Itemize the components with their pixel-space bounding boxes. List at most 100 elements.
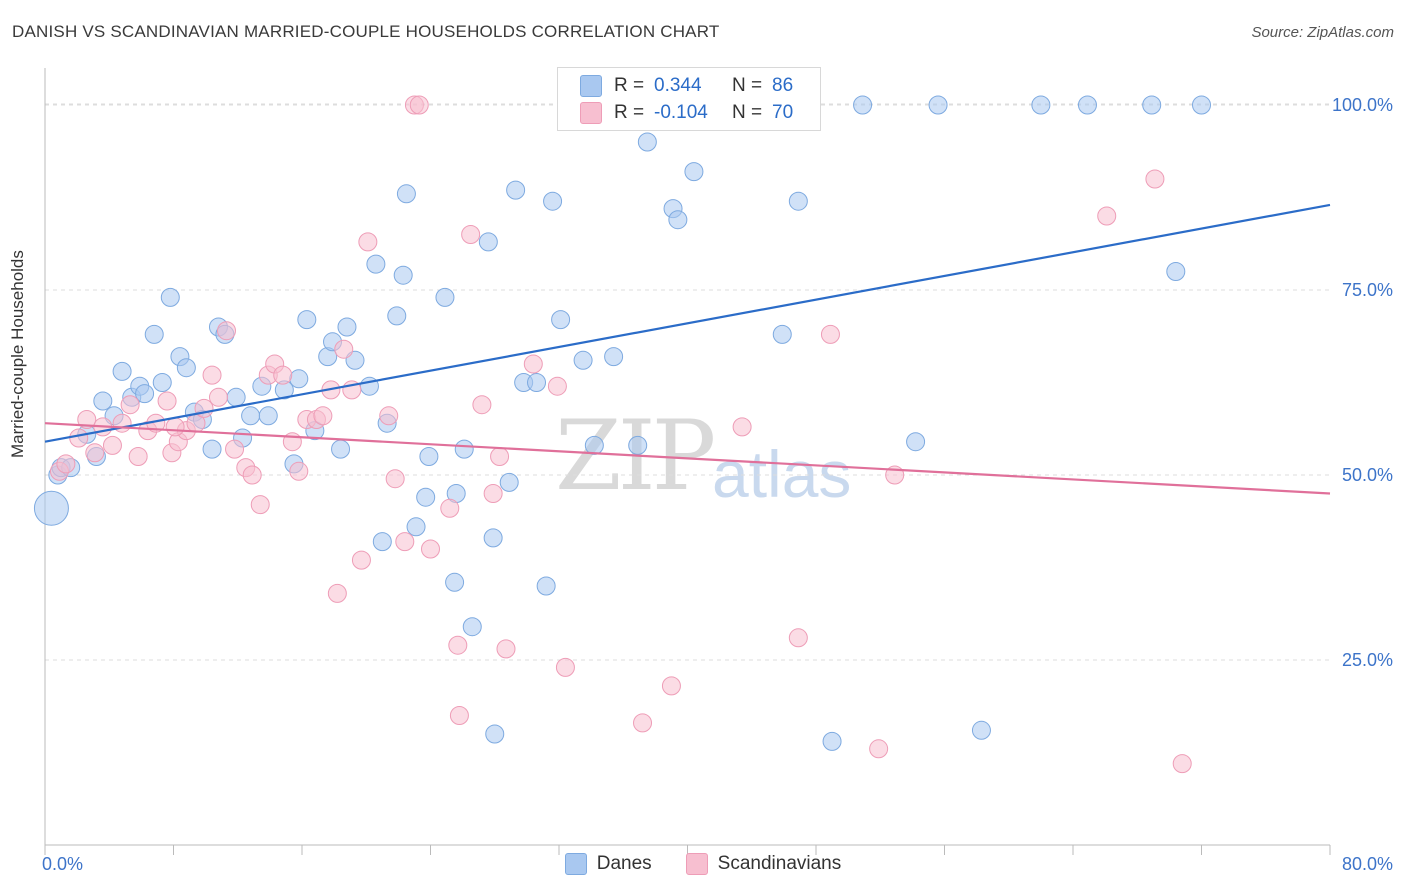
dane-point — [393, 265, 413, 285]
scandinavian-point — [820, 324, 840, 344]
dane-point — [506, 180, 526, 200]
scandinavian-point — [165, 417, 185, 437]
dane-point — [202, 439, 222, 459]
scandinavian-point — [449, 706, 469, 725]
dane-point — [135, 384, 155, 404]
dane-point — [289, 369, 309, 389]
scandinavian-point — [273, 365, 293, 385]
legend-item-scandinavians[interactable]: Scandinavians — [685, 852, 841, 876]
dane-point — [226, 387, 246, 407]
scandinavian-point — [483, 484, 503, 503]
scandinavian-point — [633, 713, 653, 733]
scandinavian-point — [555, 657, 575, 677]
scandinavian-point — [334, 339, 354, 359]
dane-point — [543, 191, 563, 211]
dane-point — [637, 132, 657, 152]
y-axis-label: Married-couple Households — [8, 250, 27, 458]
stats-legend: R = 0.344 N = 86 R = -0.104 N = 70 — [557, 67, 821, 131]
dane-point — [822, 731, 842, 751]
scandinavian-point — [313, 406, 333, 426]
dane-point — [478, 232, 498, 252]
scandinavian-point — [120, 395, 140, 415]
dane-point — [1077, 95, 1097, 115]
scandinavian-point — [496, 639, 516, 659]
dane-point — [445, 572, 465, 592]
scandinavian-point — [128, 447, 148, 466]
scandinavian-point — [661, 676, 681, 696]
dane-point — [176, 358, 196, 378]
dane-point — [928, 95, 948, 115]
dane-point — [372, 532, 392, 552]
danes-trend-line — [44, 203, 1331, 443]
dane-point — [406, 517, 426, 537]
dane-point — [1142, 95, 1162, 115]
scandinavian-point — [217, 321, 237, 341]
dane-point — [551, 310, 571, 330]
scandinavian-point — [547, 376, 567, 396]
dane-point — [628, 435, 648, 455]
danes-legend-swatch — [564, 853, 587, 875]
dane-point — [419, 447, 439, 466]
scandinavian-point — [421, 539, 440, 559]
dane-point — [387, 306, 407, 326]
dane-point — [499, 472, 519, 492]
dane-point — [604, 347, 624, 367]
y-tick-label: 75.0% — [1342, 280, 1393, 300]
dane-point — [527, 373, 547, 392]
scandinavian-point — [102, 435, 122, 455]
scandinavian-point — [395, 532, 415, 552]
dane-point — [435, 287, 455, 307]
y-tick-label: 100.0% — [1332, 95, 1393, 115]
dane-point — [788, 191, 808, 211]
dane-point — [454, 439, 474, 459]
scandinavian-point — [1172, 754, 1192, 774]
scandinavian-point — [1097, 206, 1117, 226]
dane-point — [573, 350, 593, 370]
chart-title: DANISH VS SCANDINAVIAN MARRIED-COUPLE HO… — [12, 22, 720, 41]
scandinavian-point — [351, 550, 371, 570]
scandinavian-point — [788, 628, 808, 648]
dane-point — [93, 391, 113, 411]
y-tick-label: 25.0% — [1342, 650, 1393, 670]
dane-point — [33, 490, 69, 526]
scandinavian-point — [732, 417, 752, 437]
scandinavian-point — [157, 391, 177, 411]
scandinavian-point — [379, 406, 399, 426]
dane-point — [1031, 95, 1051, 115]
y-tick-label: 50.0% — [1342, 465, 1393, 485]
dane-point — [331, 439, 351, 459]
dane-point — [160, 287, 180, 307]
danes-n-value: 86 — [772, 75, 794, 96]
dane-point — [112, 361, 132, 381]
dane-point — [668, 210, 688, 230]
scandinavian-point — [409, 95, 429, 115]
scandinavians-trend-line — [44, 422, 1331, 495]
danes-n-label: N = — [732, 75, 763, 96]
scandinavian-point — [385, 469, 405, 489]
scandinavian-point — [448, 635, 468, 655]
danes-r-label: R = — [614, 75, 645, 96]
dane-point — [1192, 95, 1211, 115]
scandinavian-point — [208, 387, 228, 407]
scandinavian-point — [69, 428, 89, 448]
scandinavian-point — [77, 410, 97, 429]
chart-source: Source: ZipAtlas.com — [1251, 24, 1394, 41]
danes-swatch — [580, 75, 602, 97]
scandinavian-point — [250, 495, 270, 515]
scandinavian-point — [202, 365, 222, 385]
dane-point — [971, 720, 991, 740]
legend-item-danes[interactable]: Danes — [564, 852, 652, 876]
scandinavian-point — [490, 447, 510, 466]
dane-point — [853, 95, 873, 115]
dane-point — [144, 324, 164, 344]
scandinavians-n-value: 70 — [772, 102, 794, 123]
dane-point — [906, 432, 926, 452]
dane-point — [772, 324, 792, 344]
dane-point — [241, 406, 261, 426]
dane-point — [337, 317, 357, 337]
legend-row-danes: R = 0.344 N = 86 — [580, 74, 793, 98]
dane-point — [483, 528, 503, 548]
legend-row-scandinavians: R = -0.104 N = 70 — [580, 101, 793, 125]
x-tick-label-max: 80.0% — [1342, 854, 1393, 874]
